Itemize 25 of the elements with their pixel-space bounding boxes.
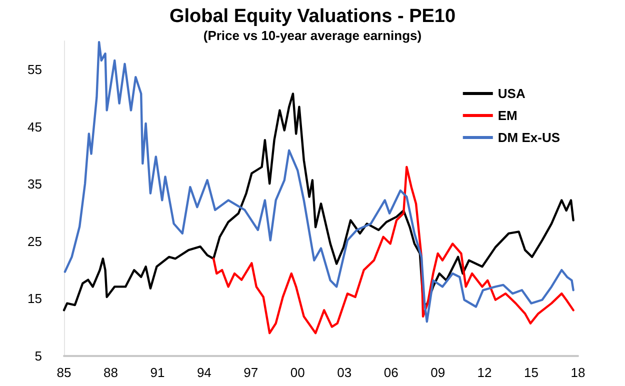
x-tick-label: 12 — [477, 365, 492, 380]
legend-label: USA — [498, 86, 526, 101]
y-tick-label: 35 — [28, 176, 42, 192]
x-tick-label: 09 — [430, 365, 446, 380]
x-tick-label: 03 — [337, 365, 352, 380]
y-tick-label: 45 — [28, 119, 42, 134]
y-tick-label: 25 — [28, 234, 42, 249]
chart-subtitle: (Price vs 10-year average earnings) — [203, 28, 422, 43]
x-tick-label: 94 — [196, 365, 212, 380]
line-series — [64, 41, 574, 323]
x-tick-label: 91 — [150, 365, 165, 380]
legend-label: EM — [498, 108, 518, 123]
line-series — [212, 166, 574, 334]
x-tick-label: 97 — [244, 365, 258, 380]
y-tick-label: 55 — [28, 62, 42, 78]
x-tick-label: 06 — [384, 365, 398, 380]
x-tick-label: 88 — [103, 365, 118, 380]
y-tick-label: 15 — [28, 291, 42, 306]
x-tick-label: 85 — [56, 365, 72, 380]
x-tick-label: 00 — [290, 365, 305, 380]
x-tick-label: 18 — [570, 365, 586, 380]
legend-label: DM Ex-US — [498, 130, 560, 145]
y-tick-label: 5 — [34, 348, 42, 364]
chart-title: Global Equity Valuations - PE10 — [169, 6, 456, 27]
x-tick-label: 15 — [524, 365, 539, 380]
